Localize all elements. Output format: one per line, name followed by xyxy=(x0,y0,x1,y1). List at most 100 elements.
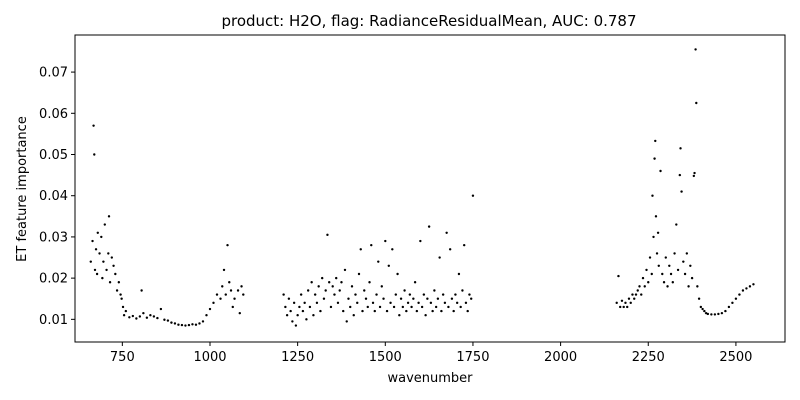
data-point xyxy=(419,239,422,243)
data-point xyxy=(731,301,734,305)
data-point xyxy=(696,285,699,288)
data-point xyxy=(627,297,631,300)
data-point xyxy=(121,305,125,309)
data-point xyxy=(98,252,101,255)
data-point xyxy=(201,320,205,323)
data-point xyxy=(638,285,641,288)
data-point xyxy=(233,297,236,300)
data-point xyxy=(398,314,401,317)
data-point xyxy=(221,285,224,288)
data-point xyxy=(752,283,755,286)
data-point xyxy=(617,274,620,278)
data-point xyxy=(349,305,352,309)
data-point xyxy=(115,289,119,292)
data-point xyxy=(305,318,308,321)
data-point xyxy=(692,174,696,178)
data-point xyxy=(640,293,643,296)
data-point xyxy=(135,317,138,320)
data-point xyxy=(306,289,310,292)
data-point xyxy=(455,301,459,305)
data-point xyxy=(236,289,240,292)
data-point xyxy=(335,276,338,280)
data-point xyxy=(662,281,666,284)
data-point xyxy=(748,285,752,288)
data-point xyxy=(375,293,378,296)
data-point xyxy=(364,297,368,300)
data-point xyxy=(624,301,627,305)
data-point xyxy=(470,297,473,300)
data-point xyxy=(405,309,408,313)
data-point xyxy=(284,305,287,309)
data-point xyxy=(412,297,415,300)
data-point xyxy=(296,314,299,317)
data-point xyxy=(429,301,433,305)
data-point xyxy=(626,305,629,309)
data-point xyxy=(710,313,713,316)
data-point xyxy=(285,314,289,317)
data-point xyxy=(350,285,354,288)
data-point xyxy=(636,289,639,292)
data-point xyxy=(741,289,745,292)
x-axis: 750 1000 1250 1500 1750 2000 2250 2500 xyxy=(110,342,752,365)
data-point xyxy=(382,297,385,300)
data-point xyxy=(703,309,706,313)
y-axis-label: ET feature importance xyxy=(15,116,30,262)
data-point xyxy=(675,223,678,226)
data-point xyxy=(110,256,114,259)
data-point xyxy=(699,305,703,309)
data-point xyxy=(415,309,419,313)
data-point xyxy=(114,272,117,276)
data-point xyxy=(468,293,471,296)
data-point xyxy=(163,318,166,321)
data-point xyxy=(363,289,366,292)
chart-title: product: H2O, flag: RadianceResidualMean… xyxy=(221,12,636,30)
x-tick-label: 1000 xyxy=(193,350,226,365)
data-point xyxy=(140,289,143,292)
data-point xyxy=(368,281,371,284)
data-point xyxy=(389,301,392,305)
data-point xyxy=(720,311,724,315)
data-point xyxy=(370,243,373,247)
data-point xyxy=(652,235,655,239)
data-point xyxy=(107,252,110,255)
y-tick-label: 0.04 xyxy=(39,189,68,204)
data-point xyxy=(89,260,92,263)
data-point xyxy=(107,215,111,218)
data-point xyxy=(713,313,717,316)
data-point xyxy=(152,315,156,318)
data-point xyxy=(359,248,362,251)
data-point xyxy=(645,268,648,272)
data-point xyxy=(340,281,343,284)
data-point xyxy=(431,309,434,313)
data-point xyxy=(448,248,452,251)
data-point xyxy=(345,320,348,323)
data-point xyxy=(313,293,317,296)
data-point xyxy=(462,243,466,247)
data-point xyxy=(434,305,438,309)
data-point xyxy=(659,169,662,173)
data-point xyxy=(745,287,748,290)
data-point xyxy=(298,305,301,309)
data-point xyxy=(94,248,98,251)
data-point xyxy=(320,276,324,280)
data-point xyxy=(352,314,355,317)
data-point xyxy=(240,285,243,288)
data-point xyxy=(654,215,658,218)
data-point xyxy=(180,323,184,327)
data-point xyxy=(138,315,142,318)
data-point xyxy=(103,223,107,226)
data-point xyxy=(91,239,94,243)
data-point xyxy=(292,301,296,305)
data-point xyxy=(303,301,306,305)
data-point xyxy=(159,307,163,311)
data-point xyxy=(679,147,682,150)
data-point xyxy=(634,293,638,296)
data-point xyxy=(329,305,333,309)
data-point xyxy=(205,314,208,317)
data-point xyxy=(401,305,405,309)
data-point xyxy=(112,264,115,267)
data-point xyxy=(299,293,303,296)
data-point xyxy=(328,281,331,284)
data-point xyxy=(653,157,656,160)
